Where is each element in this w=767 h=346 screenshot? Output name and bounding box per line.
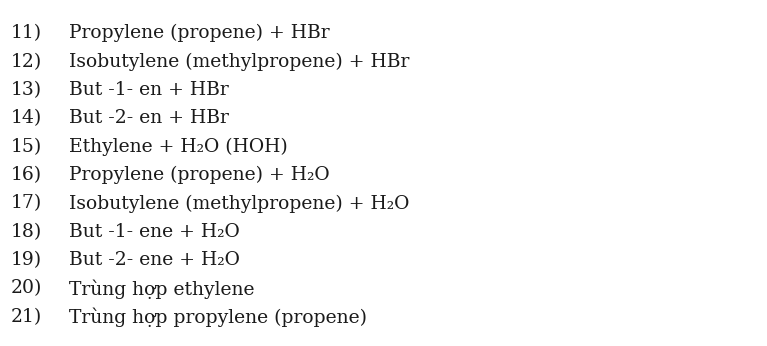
Text: 21): 21) bbox=[11, 308, 42, 326]
Text: 14): 14) bbox=[11, 109, 42, 127]
Text: Isobutylene (methylpropene) + H₂O: Isobutylene (methylpropene) + H₂O bbox=[69, 194, 410, 213]
Text: 15): 15) bbox=[11, 138, 42, 156]
Text: But -1- en + HBr: But -1- en + HBr bbox=[69, 81, 229, 99]
Text: 12): 12) bbox=[11, 53, 42, 71]
Text: Ethylene + H₂O (HOH): Ethylene + H₂O (HOH) bbox=[69, 138, 288, 156]
Text: 17): 17) bbox=[11, 194, 42, 212]
Text: 20): 20) bbox=[11, 280, 42, 298]
Text: Propylene (propene) + HBr: Propylene (propene) + HBr bbox=[69, 24, 330, 43]
Text: Trùng hợp ethylene: Trùng hợp ethylene bbox=[69, 280, 255, 299]
Text: Propylene (propene) + H₂O: Propylene (propene) + H₂O bbox=[69, 166, 330, 184]
Text: 16): 16) bbox=[11, 166, 42, 184]
Text: 13): 13) bbox=[11, 81, 42, 99]
Text: Isobutylene (methylpropene) + HBr: Isobutylene (methylpropene) + HBr bbox=[69, 53, 410, 71]
Text: 18): 18) bbox=[11, 223, 42, 241]
Text: But -2- ene + H₂O: But -2- ene + H₂O bbox=[69, 251, 240, 269]
Text: Trùng hợp propylene (propene): Trùng hợp propylene (propene) bbox=[69, 308, 367, 327]
Text: But -2- en + HBr: But -2- en + HBr bbox=[69, 109, 229, 127]
Text: But -1- ene + H₂O: But -1- ene + H₂O bbox=[69, 223, 240, 241]
Text: 19): 19) bbox=[11, 251, 42, 269]
Text: 11): 11) bbox=[11, 24, 42, 42]
